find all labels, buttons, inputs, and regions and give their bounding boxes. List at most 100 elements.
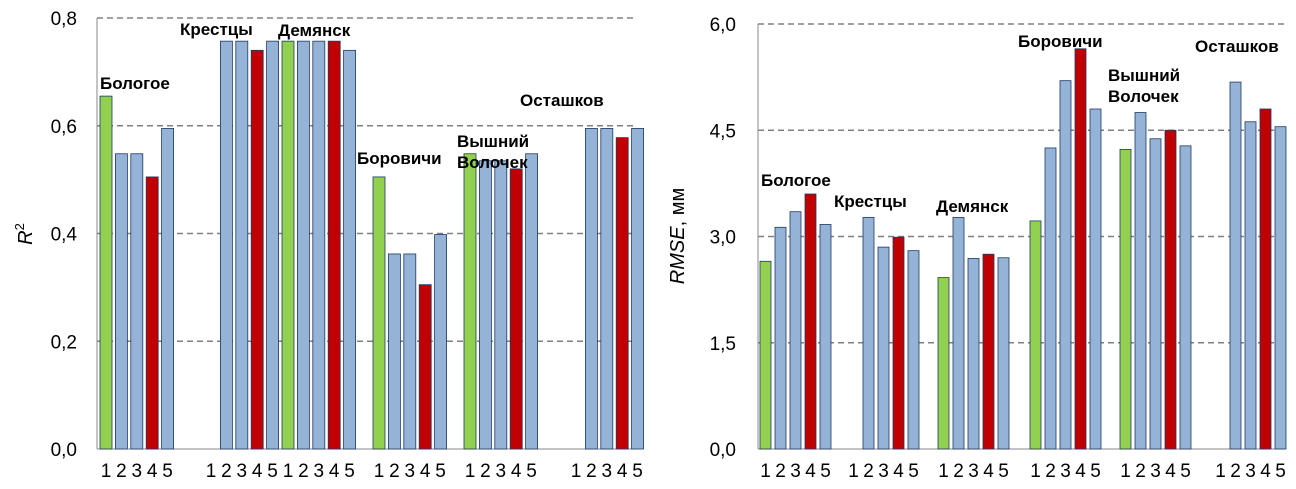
bar <box>266 40 280 450</box>
bar <box>525 153 538 450</box>
y-tick-label: 3,0 <box>710 228 736 249</box>
x-tick-label: 5 <box>908 461 919 482</box>
x-tick-label: 3 <box>314 461 325 482</box>
bar <box>1259 108 1272 450</box>
group-label: Вышний Волочек <box>457 132 529 172</box>
bar <box>494 160 508 450</box>
bar <box>967 258 980 450</box>
x-tick-label: 1 <box>1120 461 1131 482</box>
x-tick-label: 3 <box>1150 461 1161 482</box>
bar <box>1244 121 1257 450</box>
bar <box>296 40 310 450</box>
bar <box>585 128 598 450</box>
group-label: Демянск <box>278 21 351 40</box>
bar <box>982 253 995 450</box>
x-tick-label: 4 <box>893 461 904 482</box>
x-tick-label: 5 <box>820 461 831 482</box>
bar <box>99 95 113 450</box>
x-tick-label: 2 <box>221 461 232 482</box>
x-tick-label: 2 <box>586 461 597 482</box>
x-tick-label: 1 <box>1030 461 1041 482</box>
bar <box>115 153 128 450</box>
x-tick-label: 2 <box>298 461 309 482</box>
bar <box>343 49 357 450</box>
bar <box>774 226 787 450</box>
x-tick-label: 5 <box>1275 461 1286 482</box>
bar <box>1029 220 1042 450</box>
bar <box>952 216 965 450</box>
x-tick-label: 1 <box>848 461 859 482</box>
x-tick-label: 5 <box>162 461 173 482</box>
x-tick-label: 4 <box>420 461 431 482</box>
bar <box>434 234 448 450</box>
group-label: Демянск <box>936 197 1009 216</box>
x-tick-label: 2 <box>116 461 127 482</box>
group-label: Осташков <box>1195 37 1279 56</box>
x-tick-label: 2 <box>1135 461 1146 482</box>
bar <box>1229 81 1242 450</box>
x-tick-label: 5 <box>526 461 537 482</box>
bar <box>145 176 159 450</box>
bar <box>418 284 432 450</box>
x-tick-label: 3 <box>878 461 889 482</box>
bar <box>463 153 477 450</box>
group-label: Боровичи <box>1018 32 1103 51</box>
bar <box>937 277 950 450</box>
x-tick-label: 5 <box>344 461 355 482</box>
bar <box>1059 80 1072 450</box>
y-tick-label: 0,0 <box>710 440 736 461</box>
bar <box>1164 129 1177 450</box>
bar <box>789 211 802 450</box>
group-label: Бологое <box>761 171 831 190</box>
x-tick-label: 3 <box>790 461 801 482</box>
y-tick-label: 0,6 <box>51 117 77 138</box>
bar <box>631 128 644 450</box>
y-tick-label: 0,0 <box>51 440 77 461</box>
bar <box>1149 138 1162 450</box>
y-tick-label: 0,2 <box>51 332 77 353</box>
x-tick-label: 3 <box>1245 461 1256 482</box>
y-axis-label-sup: 2 <box>12 223 27 230</box>
x-tick-label: 2 <box>480 461 491 482</box>
bar <box>387 253 401 450</box>
bar <box>478 160 492 450</box>
y-tick-label: 1,5 <box>710 334 736 355</box>
bar <box>219 40 233 450</box>
group-label: Крестцы <box>180 20 253 39</box>
y-axis-label-main: RMSE <box>667 226 689 284</box>
x-tick-label: 1 <box>760 461 771 482</box>
x-tick-label: 5 <box>267 461 278 482</box>
bar <box>615 137 629 450</box>
bar <box>804 193 817 450</box>
x-tick-label: 5 <box>632 461 643 482</box>
x-tick-label: 1 <box>101 461 112 482</box>
x-tick-label: 3 <box>968 461 979 482</box>
x-tick-label: 1 <box>374 461 385 482</box>
x-tick-label: 1 <box>206 461 217 482</box>
group-label: Бологое <box>100 74 170 93</box>
x-tick-label: 3 <box>1060 461 1071 482</box>
x-tick-label: 2 <box>775 461 786 482</box>
x-tick-label: 5 <box>1180 461 1191 482</box>
bar <box>877 246 890 450</box>
x-tick-label: 4 <box>805 461 816 482</box>
x-tick-label: 3 <box>132 461 143 482</box>
x-tick-label: 5 <box>435 461 446 482</box>
x-tick-label: 4 <box>511 461 522 482</box>
bar <box>1044 147 1057 450</box>
x-tick-label: 1 <box>283 461 294 482</box>
bar <box>892 236 905 450</box>
bar <box>1089 108 1102 450</box>
x-tick-label: 4 <box>1260 461 1271 482</box>
x-tick-label: 5 <box>1090 461 1101 482</box>
x-tick-label: 4 <box>617 461 628 482</box>
bar <box>907 250 920 450</box>
x-tick-label: 2 <box>1230 461 1241 482</box>
bar <box>372 176 386 450</box>
bar <box>1274 126 1287 450</box>
y-tick-label: 6,0 <box>710 15 736 36</box>
y-tick-label: 0,8 <box>51 9 77 30</box>
x-tick-label: 3 <box>496 461 507 482</box>
